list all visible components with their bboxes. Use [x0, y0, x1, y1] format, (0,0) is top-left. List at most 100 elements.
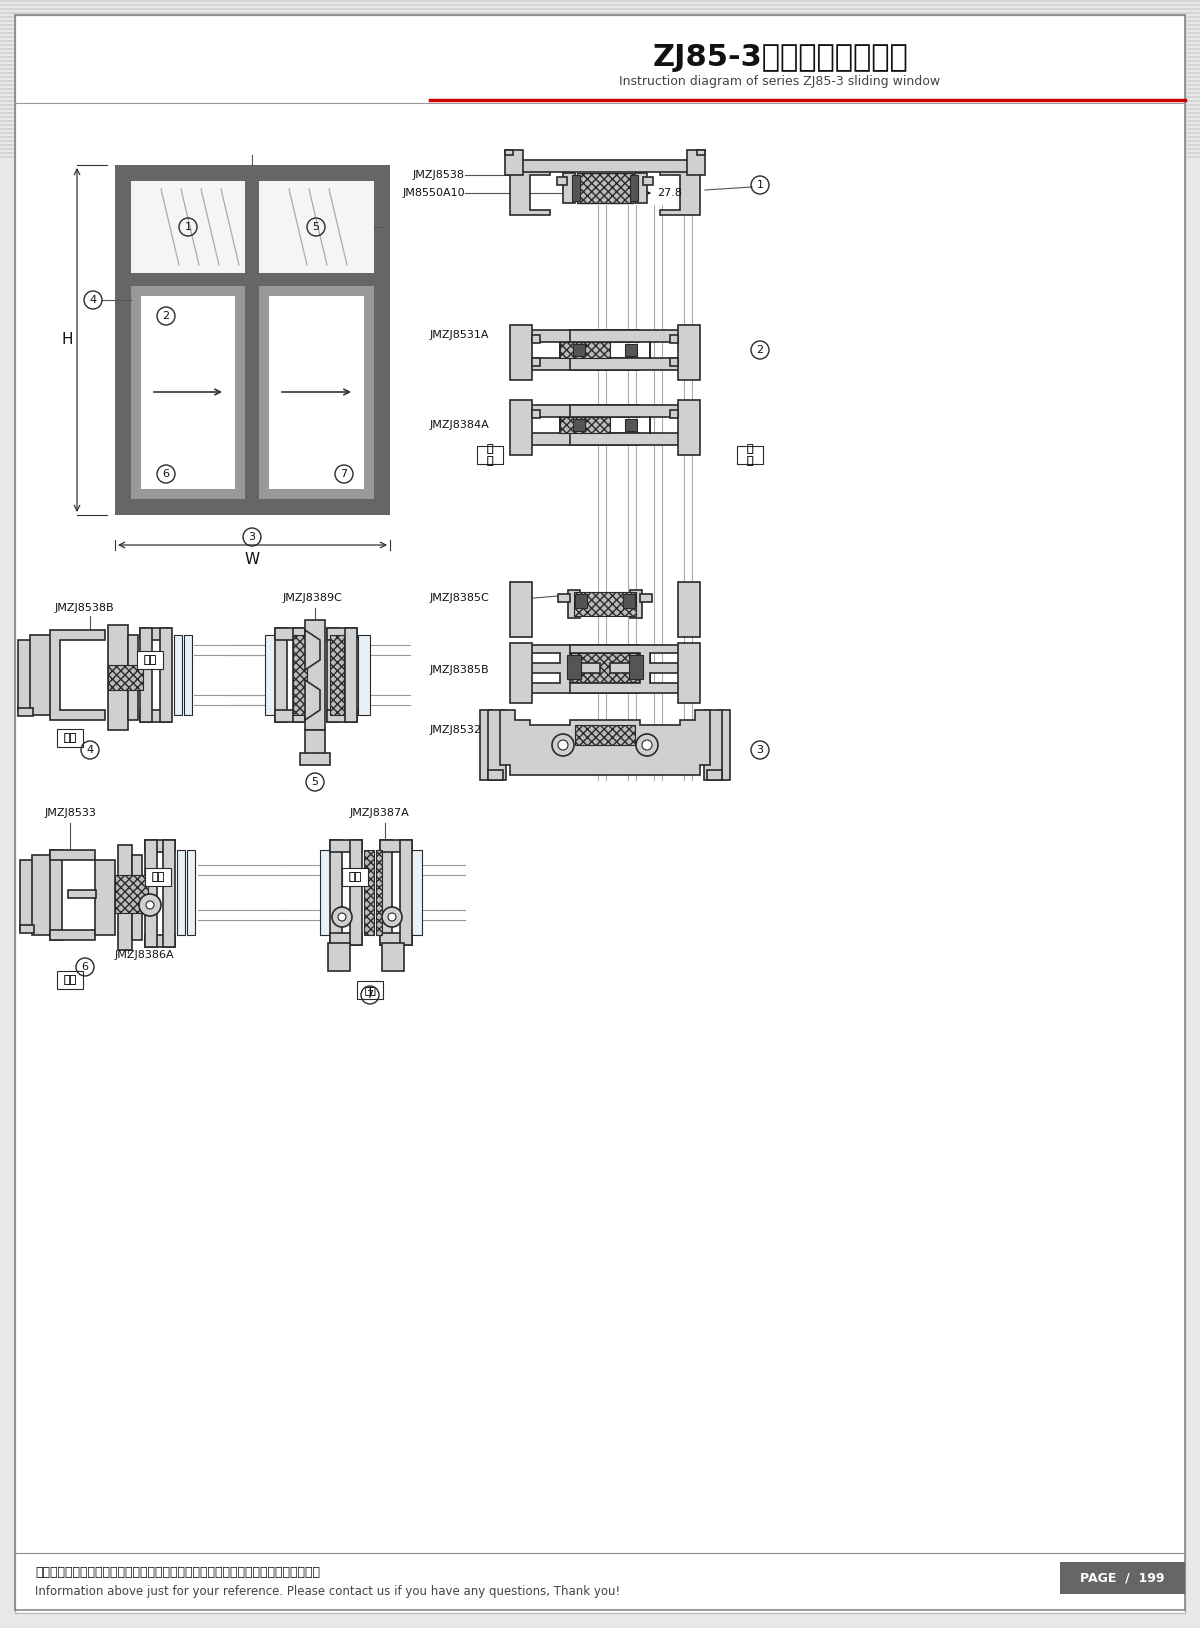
Bar: [0, 96, 1200, 98]
Text: 27.8: 27.8: [658, 187, 682, 199]
Text: JMZJ8384A: JMZJ8384A: [430, 420, 490, 430]
Bar: [380, 933, 412, 944]
Bar: [510, 581, 532, 637]
Bar: [358, 635, 370, 715]
Bar: [0, 8, 1200, 10]
Text: 室外: 室外: [64, 733, 77, 742]
Bar: [0, 68, 1200, 70]
Bar: [0, 120, 1200, 122]
Bar: [623, 594, 635, 607]
Text: 5: 5: [312, 777, 318, 786]
Bar: [0, 80, 1200, 81]
Bar: [300, 754, 330, 765]
Bar: [145, 840, 157, 947]
Bar: [640, 594, 652, 602]
Bar: [704, 710, 722, 780]
Bar: [140, 628, 170, 640]
Bar: [358, 982, 383, 1000]
Circle shape: [139, 894, 161, 917]
Bar: [140, 628, 152, 721]
Bar: [577, 173, 634, 204]
Bar: [505, 150, 523, 174]
Text: JM8550A10: JM8550A10: [402, 187, 466, 199]
Text: JMZJ8533: JMZJ8533: [46, 807, 97, 817]
Text: 4: 4: [86, 746, 94, 755]
Bar: [625, 418, 637, 431]
Bar: [568, 589, 580, 619]
Text: JMZJ8389C: JMZJ8389C: [283, 593, 343, 602]
Polygon shape: [570, 330, 680, 370]
Polygon shape: [305, 630, 320, 671]
Bar: [174, 635, 182, 715]
Text: 2: 2: [756, 345, 763, 355]
Polygon shape: [660, 169, 700, 215]
Bar: [163, 840, 175, 947]
Bar: [670, 410, 678, 418]
Text: 图中所示型材截面、装配、编号、尺寸及重量仅供参考。如有疑问，请向本公司查询。: 图中所示型材截面、装配、编号、尺寸及重量仅供参考。如有疑问，请向本公司查询。: [35, 1566, 320, 1579]
Bar: [0, 20, 1200, 23]
Bar: [0, 104, 1200, 106]
Bar: [510, 160, 700, 173]
Bar: [131, 488, 245, 500]
Bar: [574, 593, 636, 615]
Bar: [376, 850, 382, 934]
Circle shape: [642, 741, 652, 751]
Text: 室外: 室外: [364, 985, 376, 995]
Bar: [0, 112, 1200, 114]
Text: 室内: 室内: [151, 873, 164, 882]
Bar: [330, 840, 342, 944]
Bar: [131, 287, 245, 296]
Bar: [0, 93, 1200, 94]
Bar: [0, 41, 1200, 42]
Text: Instruction diagram of series ZJ85-3 sliding window: Instruction diagram of series ZJ85-3 sli…: [619, 75, 941, 88]
Text: H: H: [61, 332, 73, 347]
Polygon shape: [305, 681, 320, 720]
Circle shape: [146, 900, 154, 908]
Bar: [128, 635, 138, 720]
Bar: [678, 581, 700, 637]
Bar: [330, 635, 344, 715]
Bar: [0, 28, 1200, 29]
Bar: [132, 855, 142, 939]
Circle shape: [636, 734, 658, 755]
Bar: [697, 150, 706, 155]
Text: 室
内: 室 内: [487, 444, 493, 466]
Bar: [510, 400, 532, 454]
Bar: [131, 287, 142, 500]
Bar: [563, 173, 575, 204]
Text: ZJ85-3系列推拉窗结构图: ZJ85-3系列推拉窗结构图: [652, 44, 908, 73]
Bar: [0, 85, 1200, 86]
Bar: [0, 11, 1200, 15]
Bar: [629, 654, 643, 679]
Bar: [0, 0, 1200, 2]
Bar: [20, 925, 34, 933]
Bar: [259, 287, 374, 296]
Bar: [0, 143, 1200, 147]
Bar: [0, 47, 1200, 50]
Polygon shape: [530, 405, 640, 444]
Bar: [115, 500, 390, 514]
Bar: [480, 710, 492, 780]
Bar: [532, 335, 540, 344]
Text: 室内: 室内: [151, 873, 164, 882]
Bar: [0, 151, 1200, 155]
Text: 室
内: 室 内: [487, 444, 493, 466]
Bar: [488, 710, 506, 780]
Bar: [115, 874, 148, 913]
Text: JMZJ8385C: JMZJ8385C: [430, 593, 490, 602]
Bar: [670, 335, 678, 344]
Bar: [643, 177, 653, 186]
Text: 室内: 室内: [348, 873, 361, 882]
Bar: [510, 643, 532, 703]
Bar: [532, 410, 540, 418]
Bar: [574, 418, 586, 431]
Bar: [108, 664, 143, 690]
Text: 室外: 室外: [64, 975, 77, 985]
Text: 室
外: 室 外: [746, 444, 754, 466]
Bar: [131, 181, 245, 274]
Text: 室外: 室外: [364, 985, 376, 995]
Text: JMZJ8532: JMZJ8532: [430, 724, 482, 734]
Text: Information above just for your reference. Please contact us if you have any que: Information above just for your referenc…: [35, 1586, 620, 1599]
Bar: [560, 342, 610, 358]
Bar: [558, 594, 570, 602]
